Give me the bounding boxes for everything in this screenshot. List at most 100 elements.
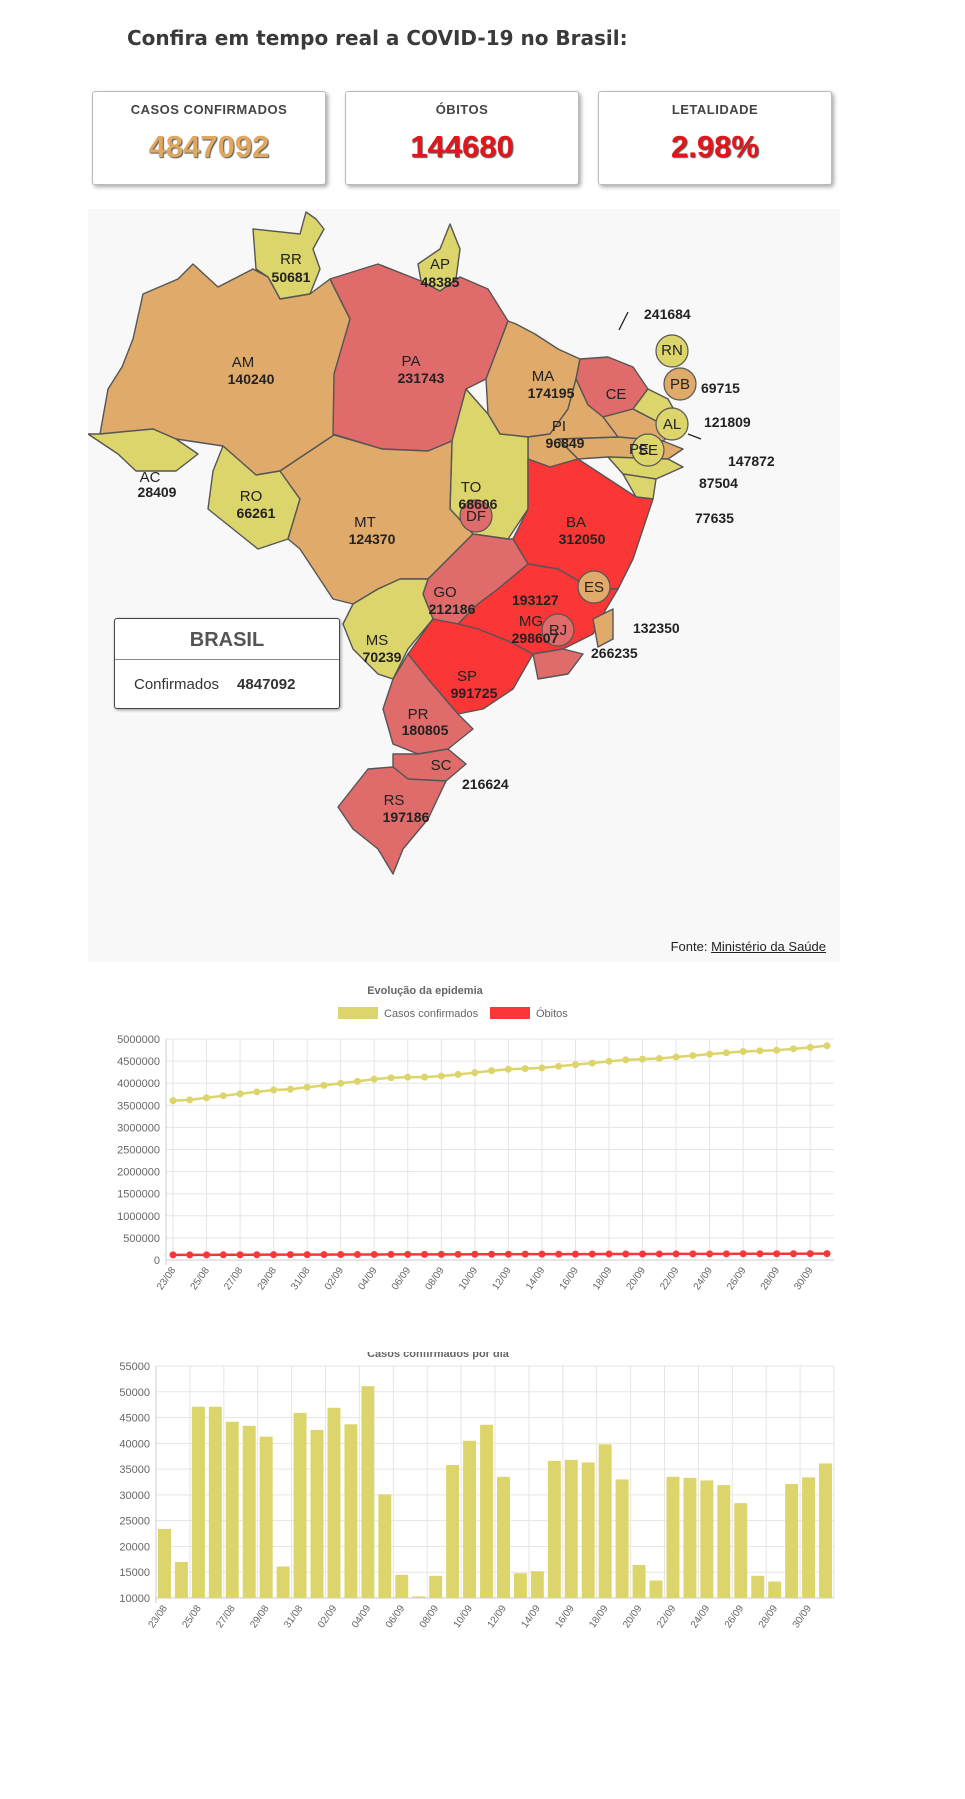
data-point[interactable] [454,1070,462,1078]
data-point[interactable] [789,1045,797,1053]
data-point[interactable] [571,1061,579,1069]
bar[interactable] [598,1444,612,1598]
data-point[interactable] [421,1250,429,1258]
bar[interactable] [310,1429,324,1598]
line-chart-svg[interactable]: Evolução da epidemia Casos confirmados Óbi… [100,980,840,1330]
data-point[interactable] [471,1069,479,1077]
data-point[interactable] [521,1065,529,1073]
state-rj[interactable] [532,648,584,680]
state-ro[interactable] [207,445,301,550]
data-point[interactable] [186,1251,194,1259]
data-point[interactable] [639,1250,647,1258]
bar[interactable] [395,1574,409,1598]
bar[interactable] [768,1581,782,1598]
data-point[interactable] [806,1250,814,1258]
source-link[interactable]: Ministério da Saúde [711,939,826,954]
bar[interactable] [191,1406,205,1598]
data-point[interactable] [488,1067,496,1075]
data-point[interactable] [739,1250,747,1258]
bar[interactable] [564,1459,578,1598]
data-point[interactable] [437,1072,445,1080]
bar[interactable] [802,1477,816,1598]
bar[interactable] [446,1464,460,1598]
bar[interactable] [174,1561,188,1598]
state-marker-df[interactable] [459,499,493,533]
data-point[interactable] [320,1251,328,1259]
data-point[interactable] [722,1049,730,1057]
data-point[interactable] [337,1079,345,1087]
bar[interactable] [344,1424,358,1598]
bar[interactable] [700,1480,714,1598]
legend-swatch-1[interactable] [490,1007,530,1019]
data-point[interactable] [622,1250,630,1258]
data-point[interactable] [270,1251,278,1259]
bar[interactable] [734,1503,748,1598]
data-point[interactable] [320,1081,328,1089]
bar[interactable] [158,1528,171,1598]
data-point[interactable] [253,1251,261,1259]
bar[interactable] [513,1573,527,1598]
data-point[interactable] [571,1250,579,1258]
data-point[interactable] [303,1251,311,1259]
bar[interactable] [785,1484,799,1598]
bar[interactable] [547,1460,561,1598]
data-point[interactable] [236,1090,244,1098]
bar[interactable] [242,1425,256,1598]
data-point[interactable] [605,1250,613,1258]
state-marker-pb[interactable] [663,367,697,401]
state-marker-rj[interactable] [541,613,575,647]
bar[interactable] [649,1580,663,1598]
data-point[interactable] [370,1075,378,1083]
data-point[interactable] [169,1097,177,1105]
bar[interactable] [361,1386,375,1598]
bar[interactable] [463,1440,477,1598]
state-pa[interactable] [329,263,509,452]
data-point[interactable] [488,1250,496,1258]
data-point[interactable] [236,1251,244,1259]
data-point[interactable] [806,1043,814,1051]
data-point[interactable] [454,1250,462,1258]
data-point[interactable] [588,1250,596,1258]
data-point[interactable] [219,1251,227,1259]
bar[interactable] [276,1566,290,1598]
data-point[interactable] [169,1251,177,1259]
data-point[interactable] [622,1056,630,1064]
bar[interactable] [327,1407,341,1598]
data-point[interactable] [421,1073,429,1081]
legend-label-1[interactable]: Óbitos [536,1007,568,1020]
data-point[interactable] [823,1250,831,1258]
data-point[interactable] [706,1050,714,1058]
data-point[interactable] [286,1085,294,1093]
data-point[interactable] [655,1250,663,1258]
data-point[interactable] [471,1250,479,1258]
data-point[interactable] [555,1062,563,1070]
bar[interactable] [751,1575,765,1598]
legend-label-0[interactable]: Casos confirmados [384,1008,479,1020]
data-point[interactable] [504,1250,512,1258]
data-point[interactable] [739,1047,747,1055]
data-point[interactable] [404,1073,412,1081]
state-pi[interactable] [527,378,619,468]
bar[interactable] [581,1462,595,1598]
data-point[interactable] [722,1250,730,1258]
bar[interactable] [615,1479,629,1598]
legend-swatch-0[interactable] [338,1007,378,1019]
data-point[interactable] [387,1074,395,1082]
data-point[interactable] [605,1057,613,1065]
bar[interactable] [429,1575,443,1598]
state-marker-se[interactable] [631,433,665,467]
data-point[interactable] [672,1053,680,1061]
bar[interactable] [208,1406,222,1598]
data-point[interactable] [756,1250,764,1258]
data-point[interactable] [504,1065,512,1073]
data-point[interactable] [823,1042,831,1050]
bar[interactable] [412,1596,426,1598]
state-marker-al[interactable] [655,407,689,441]
data-point[interactable] [588,1059,596,1067]
bar[interactable] [666,1476,680,1598]
data-point[interactable] [555,1250,563,1258]
data-point[interactable] [672,1250,680,1258]
bar[interactable] [717,1485,731,1598]
bar[interactable] [683,1477,697,1598]
